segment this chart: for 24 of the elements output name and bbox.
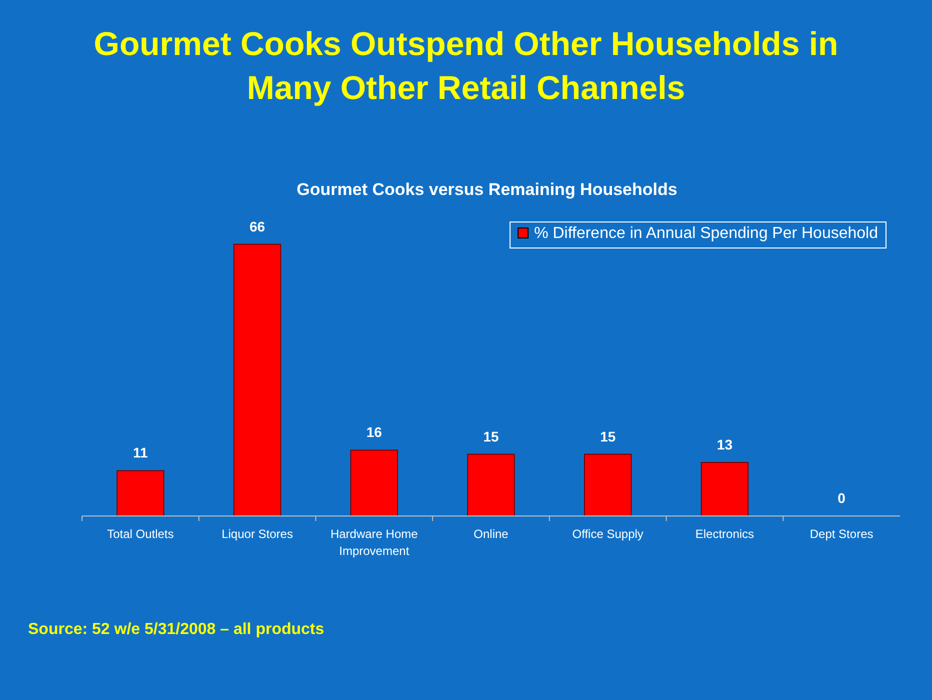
bar [467,454,515,516]
bar [233,244,282,516]
x-tick-label: Online [474,527,509,541]
legend-label: % Difference in Annual Spending Per Household [534,225,878,242]
data-label: 11 [133,444,148,461]
x-tick-label: Dept Stores [810,527,874,541]
data-label: 16 [366,424,382,440]
x-tick-label: Hardware Home Improvement [330,527,418,558]
data-label: 66 [249,218,266,234]
data-label: 15 [483,428,499,444]
bar [116,470,164,516]
source-note: Source: 52 w/e 5/31/2008 – all products [28,621,324,638]
x-tick-label: Office Supply [572,527,644,541]
x-tick-label: Liquor Stores [222,527,293,541]
data-label: 0 [838,490,846,506]
x-tick-label: Total Outlets [107,527,174,541]
data-label: 13 [716,436,733,452]
bar [700,462,749,516]
bar [584,454,632,516]
data-label: 15 [600,428,616,444]
bar [350,450,398,516]
chart-title: Gourmet Cooks Outspend Other Households in Many Other Retail Channels [94,25,838,106]
x-tick-label: Electronics [695,527,754,541]
chart-subtitle: Gourmet Cooks versus Remaining Households [296,180,678,199]
